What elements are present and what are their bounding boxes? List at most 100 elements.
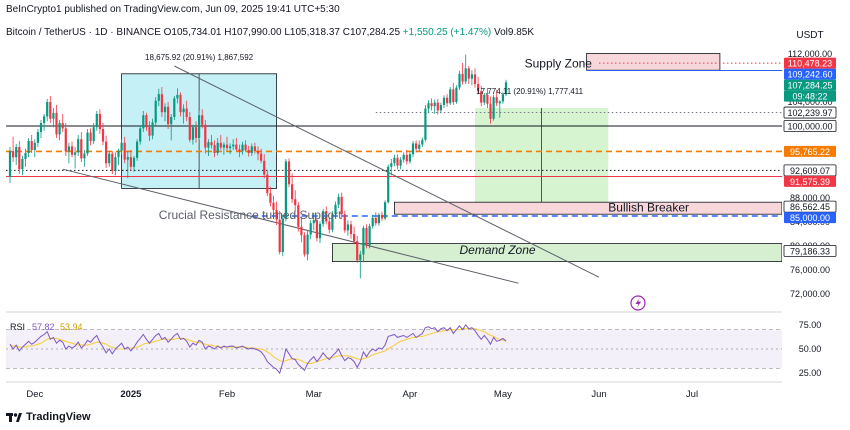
candle-body bbox=[365, 228, 368, 246]
candle-body bbox=[21, 159, 24, 170]
candle-body bbox=[480, 91, 483, 103]
price-label-text: 102,239.97 bbox=[787, 108, 832, 118]
candle-body bbox=[111, 153, 114, 171]
price-label-11047823: 110,478.23 bbox=[784, 57, 836, 69]
candle-body bbox=[18, 147, 21, 170]
candle-body bbox=[263, 160, 266, 175]
candle-body bbox=[504, 82, 508, 95]
candle-body bbox=[260, 153, 263, 161]
time-tick-label: 2025 bbox=[120, 389, 142, 400]
candle-body bbox=[318, 223, 322, 239]
rsi-line bbox=[9, 323, 507, 375]
bullish-breaker bbox=[393, 201, 782, 215]
symbol-legend: Bitcoin / TetherUS · 1D · BINANCE O105,7… bbox=[6, 27, 534, 38]
candle-body bbox=[80, 139, 83, 159]
candle-body bbox=[390, 163, 393, 167]
candle-body bbox=[160, 94, 163, 113]
price-label-9260907: 92,609.07 bbox=[783, 164, 837, 177]
price-label-10223997: 102,239.97 bbox=[783, 106, 837, 119]
candle-body bbox=[415, 143, 418, 149]
rsi-tick-label: 25.00 bbox=[799, 368, 822, 378]
candle-body bbox=[30, 141, 33, 150]
candle-body bbox=[356, 241, 359, 261]
candle-body bbox=[176, 94, 179, 99]
candle-body bbox=[492, 97, 495, 119]
candle-body bbox=[374, 217, 377, 224]
candle-body bbox=[83, 153, 86, 159]
candle-body bbox=[334, 204, 337, 215]
candle-body bbox=[74, 152, 77, 155]
candle-body bbox=[309, 223, 312, 235]
candle-body bbox=[483, 94, 486, 103]
candle-body bbox=[452, 89, 455, 102]
candle-body bbox=[194, 127, 198, 138]
price-label-bg bbox=[784, 79, 836, 91]
candle-body bbox=[163, 106, 167, 113]
candle-body bbox=[328, 221, 331, 230]
time-tick-label: Jul bbox=[686, 389, 698, 400]
price-label-10728425: 107,284.25 bbox=[784, 79, 836, 91]
candle-body bbox=[219, 142, 222, 148]
candle-body bbox=[396, 157, 399, 166]
candle-body bbox=[253, 146, 256, 152]
candle-body bbox=[154, 100, 157, 123]
candle-body bbox=[349, 224, 353, 234]
candle-body bbox=[49, 102, 52, 119]
annotation-bullish-breaker: Bullish Breaker bbox=[608, 200, 689, 214]
candle-body bbox=[337, 196, 340, 205]
candle-body bbox=[167, 106, 170, 125]
tradingview-footer[interactable]: TradingView bbox=[6, 411, 91, 423]
candle-body bbox=[439, 105, 442, 111]
candle-body bbox=[247, 150, 250, 153]
candle-body bbox=[427, 103, 430, 109]
ohlc-high: H107,990.00 bbox=[224, 27, 282, 38]
tradingview-logo-icon bbox=[6, 412, 22, 422]
candle-body bbox=[108, 153, 111, 164]
candle-body bbox=[185, 108, 188, 117]
rsi-tick-label: 50.00 bbox=[799, 344, 822, 354]
candle-body bbox=[269, 193, 272, 203]
candle-body bbox=[148, 127, 151, 136]
candle-body bbox=[464, 68, 467, 82]
upper-wedge bbox=[174, 65, 600, 278]
price-label-text: 107,284.25 bbox=[787, 81, 832, 91]
price-label-bg bbox=[783, 106, 837, 119]
price-label-text: 79,186.33 bbox=[790, 246, 830, 256]
time-tick-label: May bbox=[494, 389, 512, 400]
candle-body bbox=[123, 142, 126, 160]
candle-body bbox=[498, 101, 501, 104]
candle-body bbox=[393, 157, 396, 164]
candle-body bbox=[424, 108, 427, 140]
candle-body bbox=[43, 116, 46, 123]
candle-body bbox=[244, 144, 247, 150]
price-tick-label: 112,000.00 bbox=[788, 49, 832, 59]
candle-body bbox=[235, 144, 238, 150]
candle-body bbox=[58, 123, 61, 135]
candle-body bbox=[229, 146, 232, 149]
price-label-10000000: 100,000.00 bbox=[783, 120, 837, 132]
candle-body bbox=[89, 132, 92, 141]
candle-body bbox=[362, 228, 365, 255]
price-label-bg bbox=[784, 145, 836, 157]
candle-body bbox=[322, 211, 325, 224]
price-label-9157539: 91,575.39 bbox=[784, 175, 836, 187]
price-label-bg bbox=[783, 244, 837, 257]
candle-body bbox=[315, 220, 318, 239]
price-label-094822: 09:48:22 bbox=[784, 90, 836, 102]
candle-body bbox=[436, 102, 439, 111]
time-tick-label: Feb bbox=[219, 389, 235, 400]
time-tick-label: Apr bbox=[403, 389, 418, 400]
candle-body bbox=[387, 166, 390, 203]
candle-body bbox=[101, 129, 105, 142]
price-label-text: 91,575.39 bbox=[790, 177, 830, 187]
candle-body bbox=[449, 89, 452, 104]
lightning-icon[interactable] bbox=[630, 295, 646, 311]
symbol-name[interactable]: Bitcoin / TetherUS · 1D · BINANCE bbox=[6, 27, 161, 38]
candle-body bbox=[477, 84, 480, 92]
candle-body bbox=[421, 139, 424, 145]
candle-body bbox=[405, 154, 408, 162]
candle-body bbox=[272, 202, 275, 210]
candle-body bbox=[179, 94, 182, 113]
ohlc-open: O105,734.01 bbox=[163, 27, 222, 38]
